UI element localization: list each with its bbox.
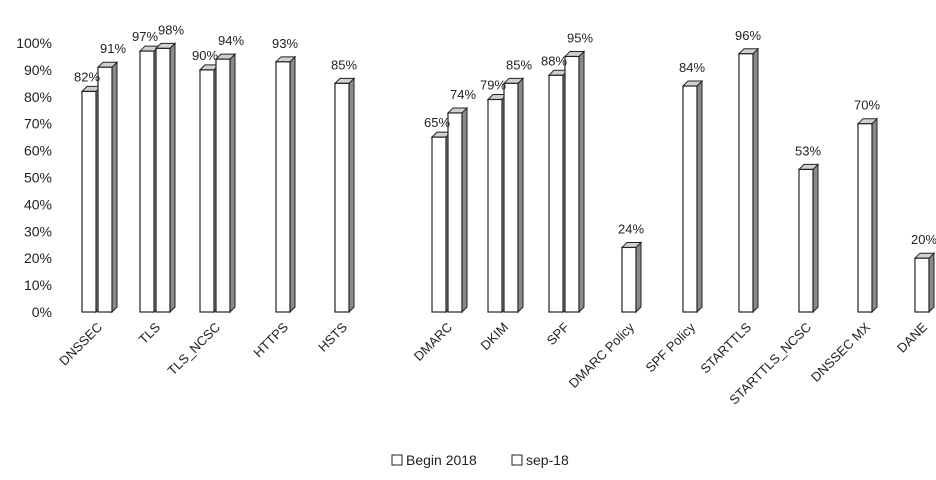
bar-side-face: [928, 251, 935, 314]
bar-side-face: [578, 50, 585, 314]
y-tick-label: 10%: [24, 277, 52, 293]
bar-sep-18-starttls: [737, 47, 760, 314]
bar-sep-18-spf-policy: [681, 79, 704, 314]
bar-front-face: [199, 69, 215, 313]
bar-side-face: [635, 241, 642, 314]
bar-front-face: [738, 53, 754, 313]
bar-sep-18-hsts: [333, 77, 356, 314]
data-label: 95%: [567, 30, 593, 45]
bar-sep-18-dmarc: [446, 106, 469, 314]
y-tick-label: 60%: [24, 143, 52, 159]
bar-sep-18-tls: [154, 42, 177, 314]
y-tick-label: 80%: [24, 89, 52, 105]
data-label: 91%: [100, 41, 126, 56]
bar-side-face: [169, 42, 176, 314]
data-label: 88%: [541, 53, 567, 68]
bar-front-face: [682, 85, 698, 313]
legend-label: Begin 2018: [406, 452, 477, 468]
data-label: 85%: [331, 57, 357, 72]
data-label: 70%: [854, 98, 880, 113]
bar-front-face: [275, 61, 291, 313]
y-tick-label: 90%: [24, 62, 52, 78]
bar-front-face: [503, 82, 519, 313]
x-category-label: DKIM: [478, 320, 512, 354]
legend-label: sep-18: [526, 452, 569, 468]
data-label: 84%: [679, 60, 705, 75]
bar-sep-18-https: [274, 55, 297, 314]
data-label: 97%: [132, 29, 158, 44]
y-tick-label: 100%: [16, 35, 52, 51]
bar-front-face: [334, 82, 350, 313]
bar-front-face: [487, 98, 503, 313]
x-category-label: SPF: [544, 319, 573, 348]
x-category-label: DMARC Policy: [566, 319, 638, 391]
legend-swatch: [391, 454, 403, 466]
bar-side-face: [289, 55, 296, 314]
data-label: 53%: [795, 143, 821, 158]
bar-front-face: [215, 58, 231, 313]
bar-front-face: [914, 257, 930, 313]
data-label: 20%: [911, 232, 936, 247]
data-label: 90%: [192, 48, 218, 63]
bar-sep-18-dkim: [502, 77, 525, 314]
bar-sep-18-dnssec: [96, 61, 119, 314]
data-label: 85%: [506, 57, 532, 72]
bar-side-face: [871, 117, 878, 314]
bar-front-face: [139, 50, 155, 313]
data-label: 79%: [480, 77, 506, 92]
x-category-label: TLS: [136, 319, 164, 347]
x-category-label: TLS_NCSC: [164, 320, 223, 379]
data-label: 82%: [74, 69, 100, 84]
bar-side-face: [517, 77, 524, 314]
bar-side-face: [461, 106, 468, 314]
bar-front-face: [857, 123, 873, 313]
data-label: 94%: [218, 33, 244, 48]
bar-front-face: [447, 112, 463, 313]
bar-side-face: [752, 47, 759, 314]
bar-side-face: [348, 77, 355, 314]
bar-sep-18-starttls-ncsc: [797, 163, 820, 314]
bar-front-face: [97, 66, 113, 313]
x-category-label: DMARC: [411, 320, 455, 364]
data-label: 65%: [424, 115, 450, 130]
bar-side-face: [696, 79, 703, 314]
bar-front-face: [81, 90, 97, 313]
bar-sep-18-tls-ncsc: [214, 52, 237, 314]
x-category-label: SPF Policy: [643, 319, 699, 375]
bar-front-face: [621, 246, 637, 313]
bar-sep-18-spf: [563, 50, 586, 314]
data-label: 93%: [272, 36, 298, 51]
x-category-label: DANE: [894, 319, 930, 355]
x-category-label: HTTPS: [250, 319, 291, 360]
x-category-label: DNSSEC MX: [808, 319, 873, 384]
data-label: 74%: [450, 87, 476, 102]
bar-front-face: [798, 168, 814, 313]
x-category-label: DNSSEC: [56, 320, 105, 369]
data-label: 96%: [735, 28, 761, 43]
legend-swatch: [511, 454, 523, 466]
bar-side-face: [229, 52, 236, 314]
y-tick-label: 40%: [24, 196, 52, 212]
y-tick-label: 30%: [24, 223, 52, 239]
y-tick-label: 50%: [24, 170, 52, 186]
x-category-label: HSTS: [315, 319, 350, 354]
y-tick-label: 0%: [32, 304, 52, 320]
data-label: 24%: [618, 221, 644, 236]
bar-sep-18-dnssec-mx: [856, 117, 879, 314]
bar-front-face: [431, 136, 447, 313]
bar-side-face: [111, 61, 118, 314]
y-tick-label: 20%: [24, 250, 52, 266]
bar-front-face: [155, 47, 171, 313]
x-category-label: STARTTLS: [697, 319, 754, 376]
bar-sep-18-dmarc-policy: [620, 241, 643, 314]
bar-front-face: [564, 55, 580, 313]
bar-sep-18-dane: [913, 251, 936, 314]
y-tick-label: 70%: [24, 116, 52, 132]
bar-front-face: [548, 74, 564, 313]
data-label: 98%: [158, 22, 184, 37]
bar-side-face: [812, 163, 819, 314]
